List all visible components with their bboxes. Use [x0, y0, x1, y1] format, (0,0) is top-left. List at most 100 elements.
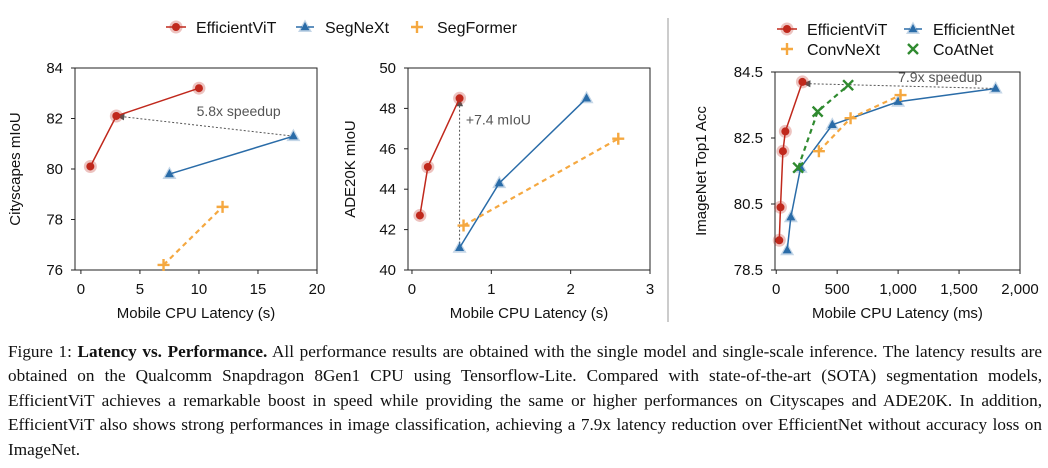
series-segnext — [452, 90, 594, 253]
data-point — [825, 117, 840, 130]
data-point — [812, 145, 825, 158]
legend-item-coatnet: CoAtNet — [907, 42, 994, 59]
series-segnext — [162, 128, 301, 180]
y-axis-label: ADE20K mIoU — [342, 120, 359, 218]
data-point — [780, 242, 795, 256]
data-point — [157, 258, 170, 271]
legend-item-convnext: ConvNeXt — [781, 42, 880, 59]
data-point — [844, 112, 857, 125]
imagenet-chart: 0 500 1,000 1,500 2,000 78.5 80.5 82.5 84.5 Mobil… — [693, 64, 1039, 322]
y-tick-label: 80 — [46, 161, 63, 178]
x-tick-label: 5 — [136, 281, 144, 298]
series-line — [786, 87, 996, 251]
legend-label: ConvNeXt — [807, 42, 880, 59]
latency-vs-performance-figure: EfficientViT SegNeXt SegFormer EfficientVi… — [7, 18, 1039, 322]
annotation-label: 7.9x speedup — [898, 69, 982, 85]
legend-label: SegNeXt — [325, 20, 390, 37]
caption-body: All performance results are obtained wit… — [8, 342, 1042, 459]
x-tick-label: 0 — [772, 281, 780, 298]
y-tick-label: 44 — [379, 181, 396, 198]
ade20k-chart: 0 1 2 3 40 42 44 46 48 50 Mobile CPU Latency (s) AD… — [342, 60, 654, 322]
series-efficientvit — [413, 91, 467, 222]
data-point — [773, 200, 787, 214]
data-point — [192, 81, 206, 95]
data-point — [457, 219, 470, 232]
legend-classification: EfficientViT EfficientNet ConvNeXt CoAtNet — [777, 21, 1015, 59]
x-tick-label: 500 — [825, 281, 850, 298]
data-point — [842, 79, 854, 92]
caption-title: Latency vs. Performance. — [77, 342, 268, 361]
plot-frame — [74, 67, 318, 271]
y-axis-label: Cityscapes mIoU — [7, 112, 24, 225]
data-point — [421, 160, 435, 174]
x-tick-label: 3 — [646, 281, 654, 298]
legend-segmentation: EfficientViT SegNeXt SegFormer — [166, 19, 518, 37]
data-point — [612, 132, 625, 145]
plot-frame — [407, 67, 651, 271]
legend-marker — [780, 22, 794, 36]
x-tick-label: 1,500 — [940, 281, 978, 298]
figure-caption: Figure 1: Latency vs. Performance. All p… — [8, 340, 1042, 462]
data-point — [795, 75, 809, 89]
x-tick-label: 1 — [487, 281, 495, 298]
y-tick-label: 80.5 — [734, 196, 763, 213]
x-tick-label: 15 — [250, 281, 267, 298]
data-point — [83, 159, 97, 173]
data-point — [772, 233, 786, 247]
legend-marker — [411, 21, 423, 33]
legend-item-efficientvit: EfficientViT — [166, 20, 277, 37]
series-line — [797, 84, 849, 169]
data-point — [891, 94, 906, 107]
y-tick-label: 84.5 — [734, 64, 763, 81]
data-point — [413, 208, 427, 222]
series-efficientvit — [83, 81, 206, 173]
data-point — [286, 128, 301, 142]
data-point — [988, 81, 1003, 94]
legend-marker — [781, 43, 793, 55]
series-line — [419, 97, 461, 216]
legend-item-efficientnet: EfficientNet — [904, 21, 1015, 39]
data-point — [453, 91, 467, 105]
x-tick-label: 2,000 — [1001, 281, 1039, 298]
cityscapes-chart: 0 5 10 15 20 76 78 80 82 84 Mobile CPU Latency (s)… — [7, 60, 325, 322]
annotation-arrowhead — [802, 80, 811, 88]
data-point — [109, 109, 123, 123]
data-point — [894, 89, 907, 102]
series-line — [162, 206, 224, 266]
annotation-arrow-line — [802, 83, 996, 89]
data-point — [216, 200, 229, 213]
legend-marker — [169, 20, 183, 34]
x-tick-label: 2 — [566, 281, 574, 298]
series-line — [169, 135, 294, 175]
y-axis-label: ImageNet Top1 Acc — [693, 106, 710, 236]
data-point — [778, 124, 792, 138]
x-tick-label: 20 — [309, 281, 326, 298]
annotation-label: 5.8x speedup — [197, 103, 281, 119]
y-tick-label: 82.5 — [734, 130, 763, 147]
plot-frame — [774, 71, 1021, 271]
x-axis-label: Mobile CPU Latency (ms) — [812, 305, 983, 322]
data-point — [811, 105, 824, 118]
x-tick-label: 0 — [408, 281, 416, 298]
x-axis-label: Mobile CPU Latency (s) — [117, 305, 275, 322]
y-tick-label: 48 — [379, 100, 396, 117]
y-tick-label: 78.5 — [734, 262, 763, 279]
series-efficientvit — [772, 75, 809, 247]
y-tick-label: 40 — [379, 262, 396, 279]
data-point — [492, 175, 507, 189]
y-tick-label: 78 — [46, 212, 63, 229]
x-axis-label: Mobile CPU Latency (s) — [450, 305, 608, 322]
y-tick-label: 42 — [379, 222, 396, 239]
legend-marker — [907, 43, 919, 55]
legend-label: SegFormer — [437, 20, 518, 37]
series-line — [463, 137, 619, 227]
y-tick-label: 76 — [46, 262, 63, 279]
data-point — [579, 90, 594, 104]
caption-figure-label: Figure 1: — [8, 342, 72, 361]
series-coatnet — [792, 79, 854, 174]
series-line — [89, 87, 200, 167]
x-tick-label: 10 — [191, 281, 208, 298]
y-tick-label: 46 — [379, 141, 396, 158]
legend-label: EfficientNet — [933, 22, 1015, 39]
data-point — [452, 240, 467, 253]
